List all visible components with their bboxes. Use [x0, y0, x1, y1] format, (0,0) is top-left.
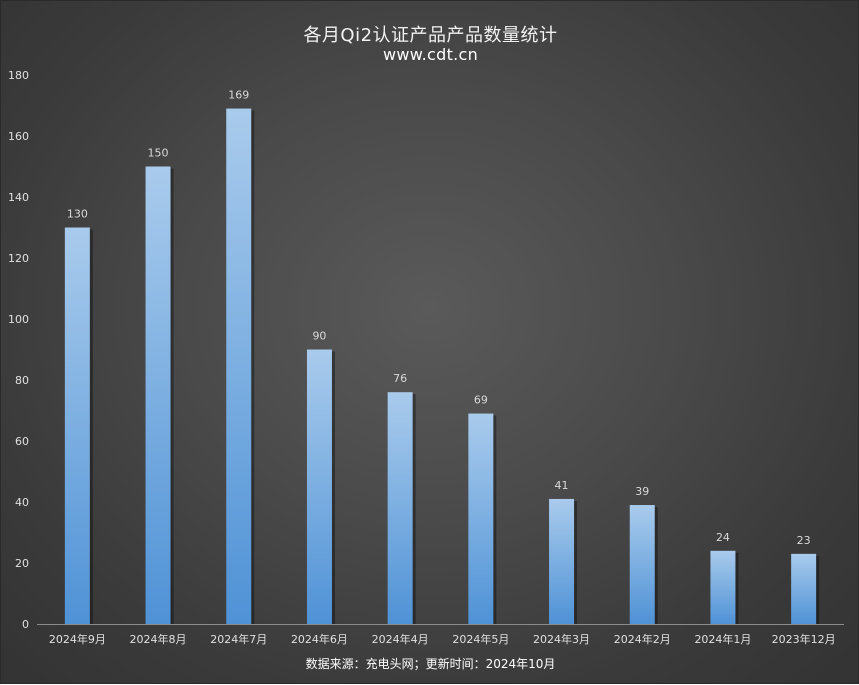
bar	[549, 498, 575, 624]
bar-value-label: 24	[716, 531, 730, 544]
bar	[710, 550, 736, 624]
x-tick-label: 2024年1月	[694, 632, 751, 646]
x-tick-label: 2023年12月	[772, 632, 836, 646]
bar-value-label: 130	[67, 208, 88, 221]
bar-value-label: 90	[312, 330, 326, 343]
bar	[629, 505, 655, 624]
bar	[306, 349, 332, 624]
y-tick-label: 20	[15, 557, 29, 570]
x-axis-ticks: 2024年9月 2024年8月 2024年7月 2024年6月 2024年4月 2024年…	[49, 632, 836, 646]
x-tick-label: 2024年9月	[49, 632, 106, 646]
y-tick-label: 40	[15, 496, 29, 509]
y-tick-label: 100	[8, 313, 29, 326]
y-tick-label: 120	[8, 252, 29, 265]
bar-value-label: 169	[228, 89, 249, 102]
data-labels: 130 150 169 90 76 69 41 39 24 23	[67, 89, 811, 547]
bar	[387, 392, 413, 624]
bar-value-label: 76	[393, 372, 407, 385]
y-tick-label: 160	[8, 130, 29, 143]
bar-value-label: 39	[635, 485, 649, 498]
x-tick-label: 2024年5月	[452, 632, 509, 646]
bar	[791, 553, 817, 624]
bar-value-label: 69	[474, 394, 488, 407]
chart-title: 各月Qi2认证产品产品数量统计	[303, 25, 558, 46]
bar	[145, 166, 171, 624]
x-tick-label: 2024年8月	[130, 632, 187, 646]
bar-value-label: 23	[797, 534, 811, 547]
data-source-footer: 数据来源：充电头网；更新时间：2024年10月	[305, 657, 556, 671]
x-tick-label: 2024年3月	[533, 632, 590, 646]
x-tick-label: 2024年2月	[614, 632, 671, 646]
bars	[64, 108, 820, 625]
y-tick-label: 180	[8, 69, 29, 82]
bar	[468, 413, 494, 624]
y-tick-label: 60	[15, 435, 29, 448]
bar	[64, 227, 90, 624]
bar	[226, 108, 252, 625]
bar-value-label: 150	[148, 147, 169, 160]
bar-value-label: 41	[555, 479, 569, 492]
x-tick-label: 2024年4月	[372, 632, 429, 646]
y-tick-label: 80	[15, 374, 29, 387]
x-tick-label: 2024年6月	[291, 632, 348, 646]
y-axis-ticks: 0 20 40 60 80 100 120 140 160 180	[8, 69, 29, 631]
y-tick-label: 140	[8, 191, 29, 204]
chart-subtitle: www.cdt.cn	[382, 45, 479, 64]
y-tick-label: 0	[22, 618, 29, 631]
x-tick-label: 2024年7月	[210, 632, 267, 646]
